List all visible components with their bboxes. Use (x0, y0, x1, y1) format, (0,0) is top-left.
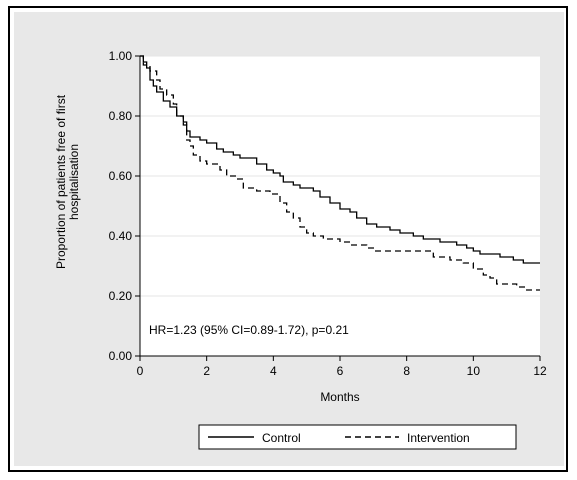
y-tick-labels: 0.00 0.20 0.40 0.60 0.80 1.00 (109, 49, 133, 363)
legend-intervention-label: Intervention (407, 431, 470, 445)
y-axis-label-line1: Proportion of patients free of first (54, 94, 68, 269)
gridlines (140, 55, 540, 297)
x-tick-label: 0 (137, 364, 144, 378)
series-line-intervention (140, 55, 540, 291)
hr-annotation: HR=1.23 (95% CI=0.89-1.72), p=0.21 (149, 323, 349, 337)
x-tick-labels: 0 2 4 6 8 10 12 (137, 364, 547, 378)
x-axis-label: Months (320, 390, 359, 404)
series-group (140, 55, 540, 291)
axes (135, 55, 541, 361)
y-tick-label: 0.80 (109, 109, 133, 123)
y-tick-label: 0.20 (109, 289, 133, 303)
km-chart: 0.00 0.20 0.40 0.60 0.80 1.00 0 2 4 6 8 10 12 HR=1.… (54, 49, 547, 450)
y-axis-label-line2: hospitalisation (67, 144, 81, 220)
y-tick-label: 0.40 (109, 229, 133, 243)
x-tick-label: 6 (337, 364, 344, 378)
y-tick-label: 0.00 (109, 349, 133, 363)
chart-panel: 0.00 0.20 0.40 0.60 0.80 1.00 0 2 4 6 8 10 12 HR=1.… (14, 12, 564, 466)
x-tick-label: 8 (403, 364, 410, 378)
x-tick-label: 2 (203, 364, 210, 378)
x-tick-label: 4 (270, 364, 277, 378)
y-tick-label: 1.00 (109, 49, 133, 63)
legend: Control Intervention (198, 424, 517, 450)
series-line-control (140, 55, 540, 264)
y-tick-label: 0.60 (109, 169, 133, 183)
x-tick-label: 10 (467, 364, 481, 378)
legend-control-label: Control (262, 431, 301, 445)
x-tick-label: 12 (533, 364, 547, 378)
